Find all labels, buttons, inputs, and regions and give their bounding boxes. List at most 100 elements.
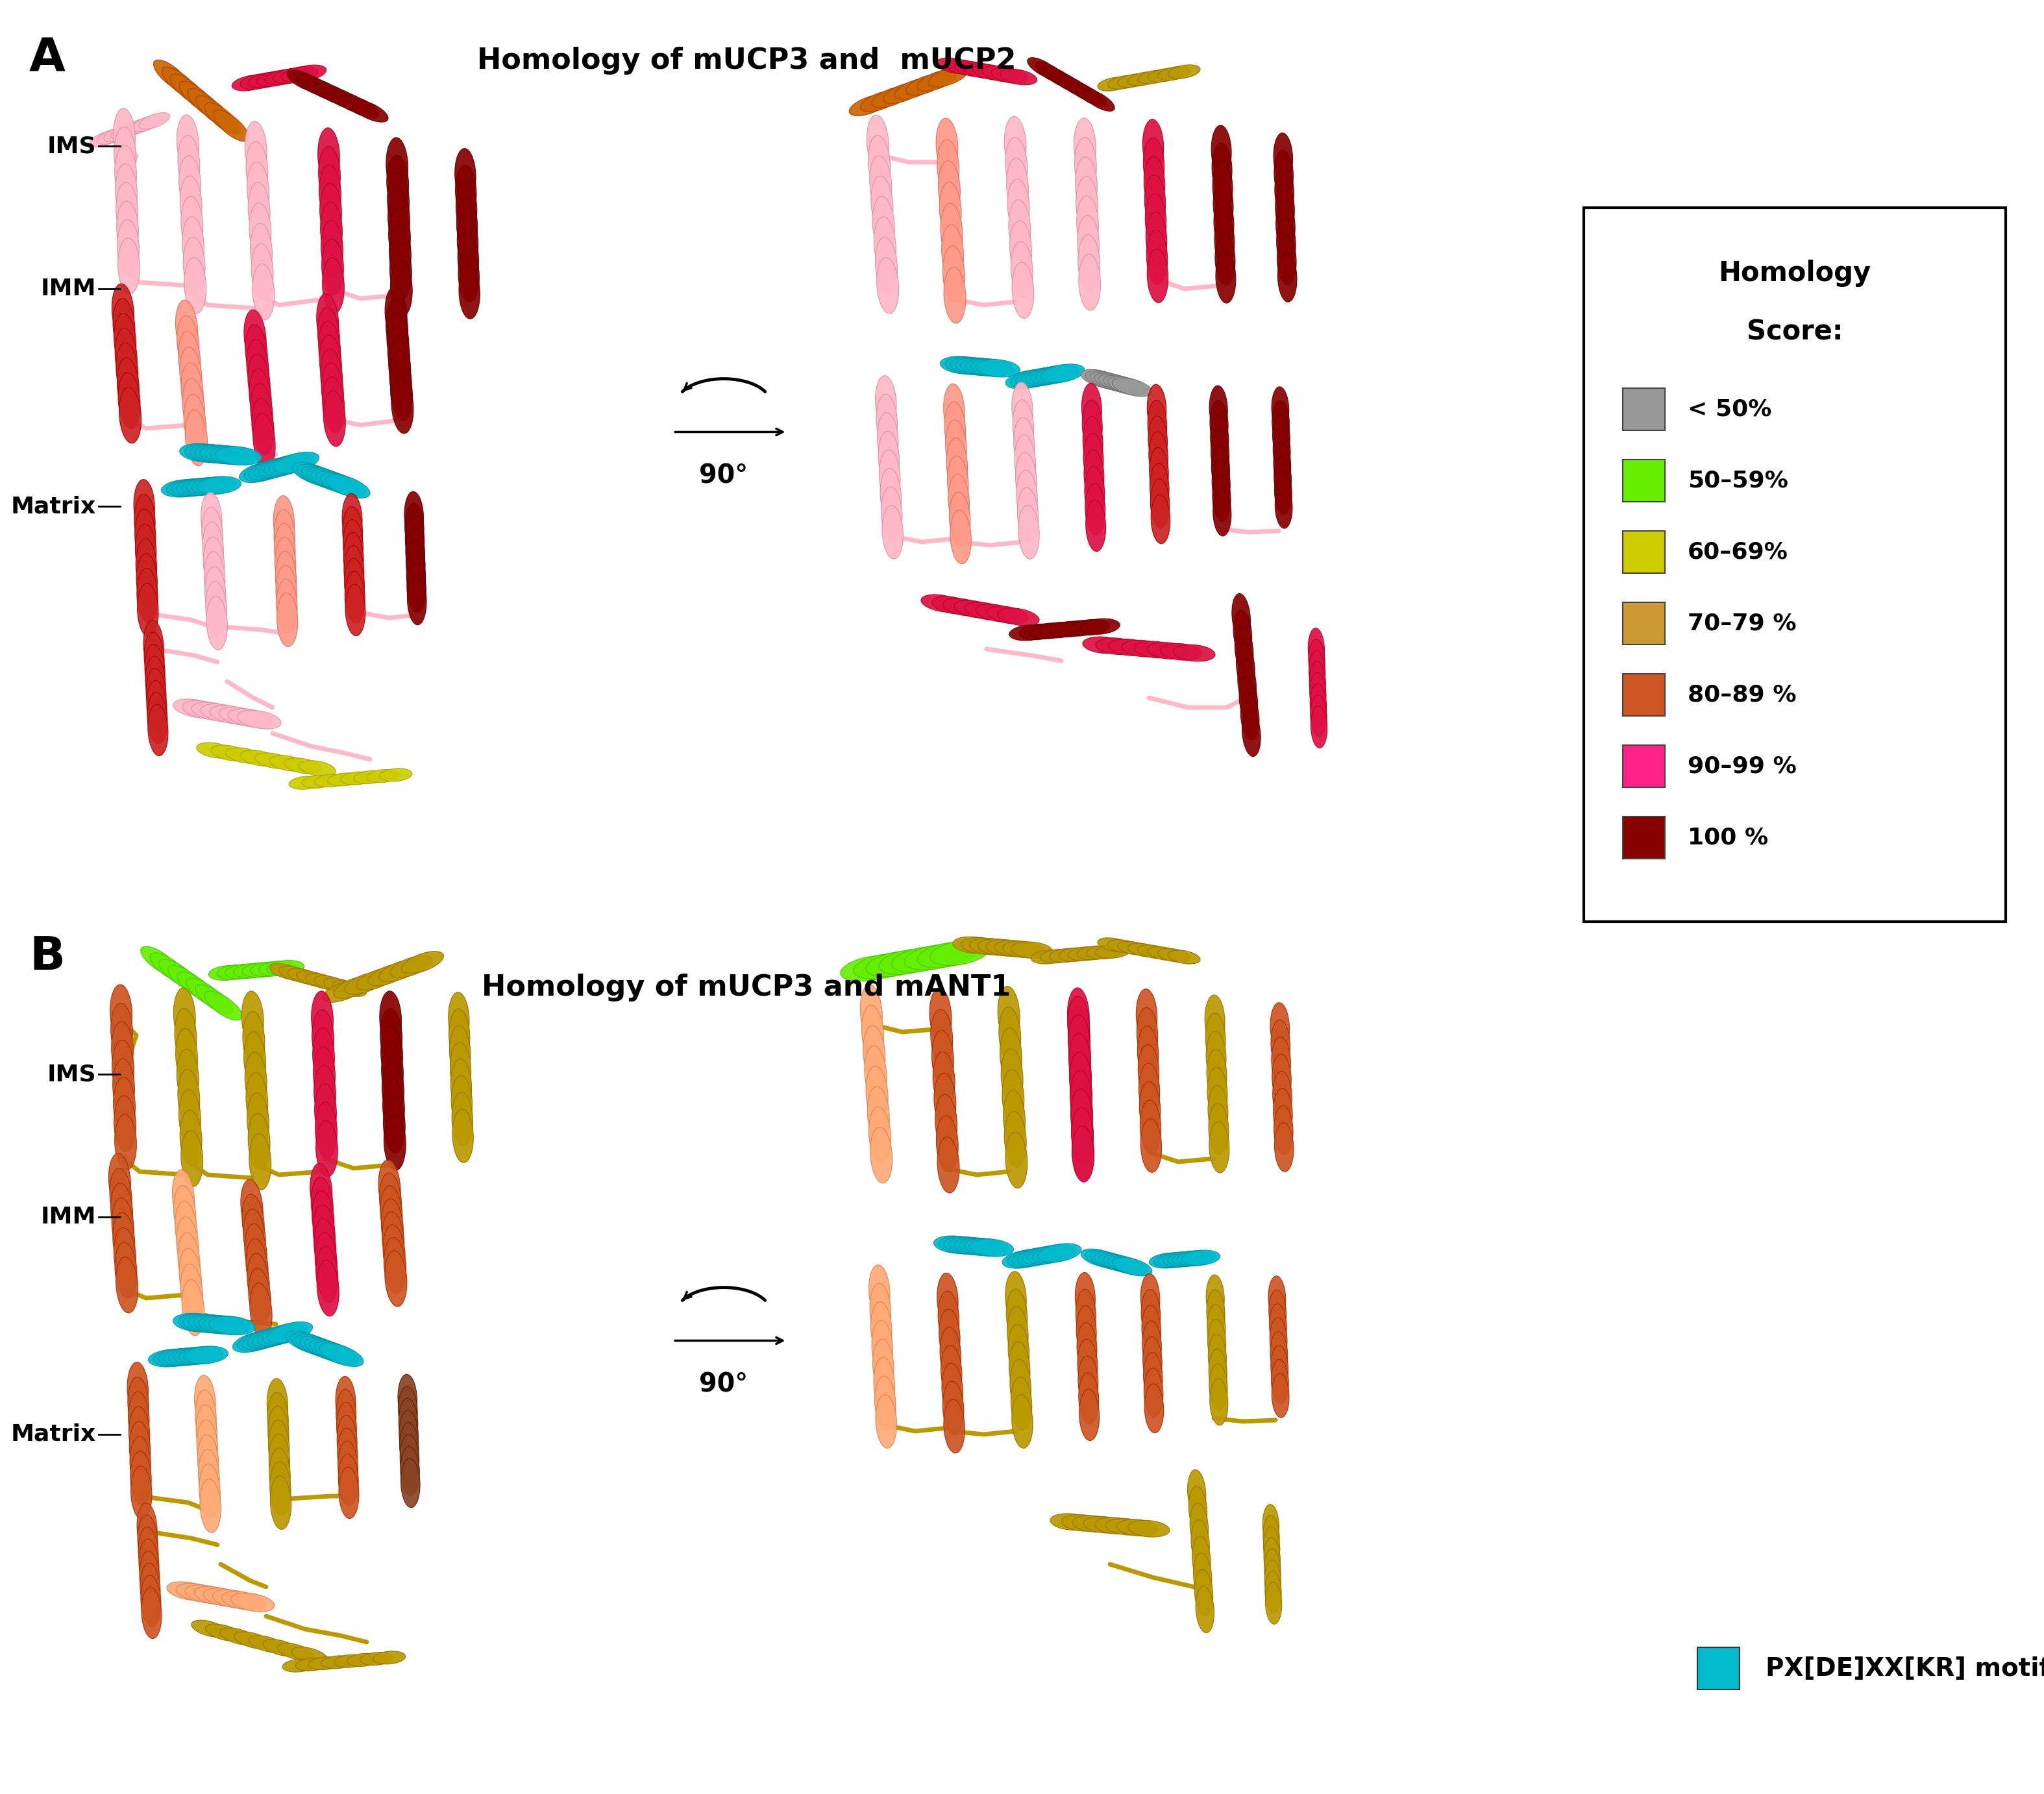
Ellipse shape xyxy=(1177,1250,1216,1267)
Ellipse shape xyxy=(174,1186,196,1241)
Ellipse shape xyxy=(319,321,341,377)
Ellipse shape xyxy=(388,339,411,395)
Ellipse shape xyxy=(953,936,995,953)
Ellipse shape xyxy=(184,1346,229,1363)
Ellipse shape xyxy=(1139,1064,1159,1118)
Ellipse shape xyxy=(1141,1290,1161,1338)
Ellipse shape xyxy=(253,457,298,479)
Ellipse shape xyxy=(869,1107,891,1163)
Ellipse shape xyxy=(1040,949,1075,963)
Ellipse shape xyxy=(206,596,227,649)
Ellipse shape xyxy=(341,771,374,784)
Ellipse shape xyxy=(137,569,157,623)
Ellipse shape xyxy=(268,454,315,475)
Ellipse shape xyxy=(1145,156,1165,210)
Ellipse shape xyxy=(315,1102,337,1159)
Ellipse shape xyxy=(1085,371,1124,389)
Ellipse shape xyxy=(198,1435,219,1489)
Ellipse shape xyxy=(184,443,231,463)
Ellipse shape xyxy=(180,81,215,113)
Ellipse shape xyxy=(149,1349,192,1367)
Ellipse shape xyxy=(401,951,444,974)
Ellipse shape xyxy=(388,226,411,282)
Ellipse shape xyxy=(1071,619,1110,635)
Ellipse shape xyxy=(182,477,227,495)
Ellipse shape xyxy=(1112,1258,1153,1276)
Ellipse shape xyxy=(288,969,321,985)
Ellipse shape xyxy=(315,1084,337,1139)
Ellipse shape xyxy=(296,971,331,987)
Ellipse shape xyxy=(247,1114,270,1170)
Ellipse shape xyxy=(1106,1518,1147,1536)
Ellipse shape xyxy=(877,257,899,314)
Ellipse shape xyxy=(249,962,288,976)
Ellipse shape xyxy=(1085,501,1106,551)
Ellipse shape xyxy=(127,1362,149,1415)
Ellipse shape xyxy=(1075,176,1098,233)
Ellipse shape xyxy=(119,388,141,443)
Ellipse shape xyxy=(1271,388,1290,431)
Ellipse shape xyxy=(1271,1360,1288,1403)
Ellipse shape xyxy=(1145,1383,1163,1433)
Ellipse shape xyxy=(386,300,409,355)
Ellipse shape xyxy=(1143,1306,1161,1354)
Text: 90–99 %: 90–99 % xyxy=(1688,755,1797,777)
Ellipse shape xyxy=(309,1658,341,1670)
Ellipse shape xyxy=(1008,1324,1028,1378)
Ellipse shape xyxy=(233,1331,278,1353)
Ellipse shape xyxy=(188,88,223,120)
Ellipse shape xyxy=(977,938,1020,956)
Ellipse shape xyxy=(991,68,1028,83)
Ellipse shape xyxy=(194,1315,239,1333)
Ellipse shape xyxy=(378,960,421,981)
Ellipse shape xyxy=(944,384,965,438)
Ellipse shape xyxy=(1143,1353,1163,1401)
Ellipse shape xyxy=(1008,1249,1051,1268)
Ellipse shape xyxy=(1098,77,1130,91)
Ellipse shape xyxy=(879,431,899,484)
Ellipse shape xyxy=(452,1093,472,1146)
Ellipse shape xyxy=(877,413,897,466)
Ellipse shape xyxy=(1018,488,1038,542)
Ellipse shape xyxy=(1059,75,1091,97)
Ellipse shape xyxy=(184,1315,229,1333)
Ellipse shape xyxy=(282,1659,315,1672)
Ellipse shape xyxy=(390,956,433,978)
Ellipse shape xyxy=(114,127,135,183)
Ellipse shape xyxy=(345,572,366,623)
Ellipse shape xyxy=(141,1575,161,1627)
Ellipse shape xyxy=(1030,366,1075,384)
Ellipse shape xyxy=(1235,626,1253,673)
Ellipse shape xyxy=(176,300,198,355)
Ellipse shape xyxy=(1073,118,1096,174)
Ellipse shape xyxy=(1012,382,1032,436)
Ellipse shape xyxy=(1147,230,1167,283)
Ellipse shape xyxy=(196,1405,217,1459)
Text: 60–69%: 60–69% xyxy=(1688,540,1789,563)
Ellipse shape xyxy=(129,1421,151,1475)
Ellipse shape xyxy=(170,74,206,106)
Ellipse shape xyxy=(315,1232,337,1288)
Ellipse shape xyxy=(928,66,969,86)
Ellipse shape xyxy=(1147,400,1167,448)
Ellipse shape xyxy=(1278,219,1296,267)
Ellipse shape xyxy=(1275,185,1294,233)
Ellipse shape xyxy=(1210,1378,1228,1424)
Ellipse shape xyxy=(337,1415,358,1467)
Ellipse shape xyxy=(1079,1389,1100,1441)
Ellipse shape xyxy=(1271,1055,1292,1103)
Ellipse shape xyxy=(1108,940,1141,953)
Ellipse shape xyxy=(460,266,480,319)
Ellipse shape xyxy=(867,115,889,170)
Ellipse shape xyxy=(1083,1516,1126,1534)
Ellipse shape xyxy=(161,479,206,497)
Ellipse shape xyxy=(286,70,323,91)
Ellipse shape xyxy=(1210,1121,1228,1173)
Ellipse shape xyxy=(274,452,319,474)
Ellipse shape xyxy=(323,258,343,314)
Ellipse shape xyxy=(170,1347,213,1365)
Ellipse shape xyxy=(869,1265,889,1319)
Ellipse shape xyxy=(458,215,478,269)
Ellipse shape xyxy=(235,1633,270,1649)
Ellipse shape xyxy=(131,1466,151,1520)
